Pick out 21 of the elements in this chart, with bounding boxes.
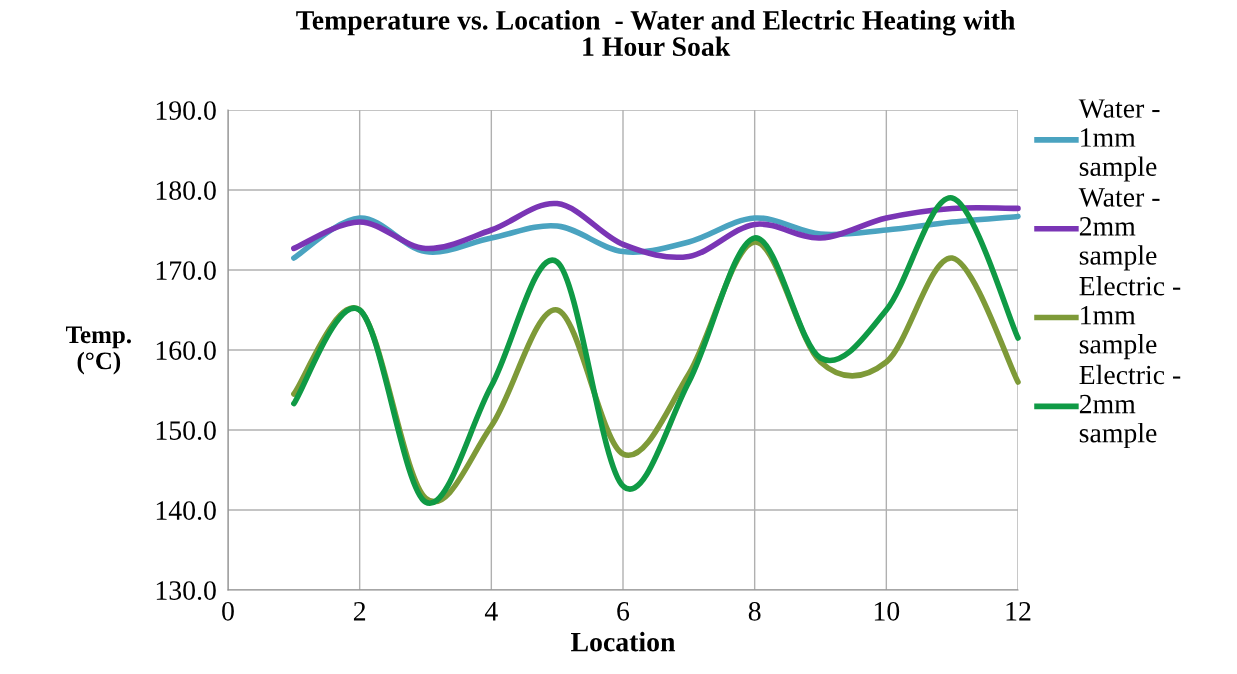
x-tick-label: 12 (1006, 601, 1031, 621)
legend-label: Water - 2mm sample (1078, 188, 1160, 271)
y-tick-label: 140.0 (156, 501, 216, 521)
y-tick-label: 160.0 (156, 341, 216, 361)
chart-title: Temperature vs. Location - Water and Electric Heating with 1 Hour Soak (296, 10, 1016, 57)
x-tick-label: 0 (222, 601, 234, 621)
y-tick-label: 130.0 (156, 581, 216, 601)
y-tick-label: 170.0 (156, 261, 216, 281)
y-tick-label: 180.0 (156, 181, 216, 201)
x-axis-title: Location (571, 631, 676, 652)
x-tick-label: 4 (484, 602, 498, 621)
x-tick-label: 2 (353, 601, 366, 621)
x-tick-label: 6 (617, 601, 630, 621)
legend-label: Electric - 2mm sample (1079, 364, 1181, 449)
legend-label: Water - 1mm sample (1078, 99, 1160, 182)
legend-label: Electric - 1mm sample (1079, 275, 1181, 360)
y-tick-label: 150.0 (156, 421, 216, 441)
y-axis-title: Temp. (°C) (65, 326, 131, 375)
x-tick-label: 10 (874, 601, 900, 621)
y-tick-label: 190.0 (156, 101, 216, 121)
x-tick-label: 8 (748, 601, 761, 621)
